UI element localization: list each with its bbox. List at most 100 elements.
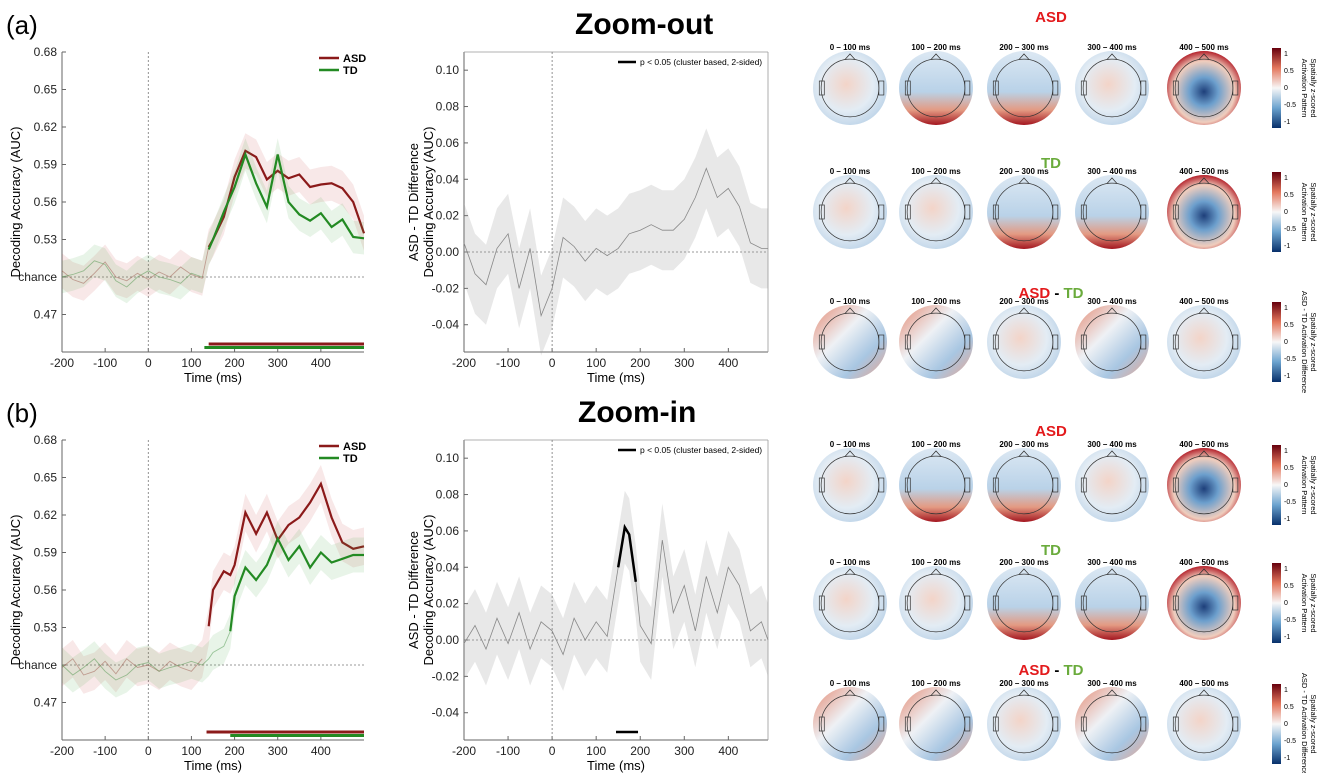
y-tick-label: 0.68 <box>34 45 58 59</box>
x-tick-label: -100 <box>93 744 117 758</box>
right-ear-outline <box>1140 477 1147 493</box>
y-tick-label: 0.06 <box>436 524 460 538</box>
left-ear-outline <box>1080 334 1087 350</box>
left-ear-outline <box>1172 334 1179 350</box>
colorbar-tick-label: -1 <box>1284 516 1290 523</box>
topo-time-label: 400 – 500 ms <box>1179 167 1229 176</box>
y-tick-label: 0.59 <box>34 546 58 560</box>
y-tick-label: 0.47 <box>34 696 58 710</box>
x-tick-label: -200 <box>50 744 74 758</box>
x-tick-label: 200 <box>630 356 650 370</box>
y-tick-label: 0.00 <box>436 245 460 259</box>
topomap <box>1075 448 1149 522</box>
x-tick-label: 100 <box>181 356 201 370</box>
colorbar <box>1272 684 1281 764</box>
topography-grid-b: ASD 0 – 100 ms 100 – 200 ms 200 – 300 ms 300… <box>813 423 1318 773</box>
x-tick-label: 400 <box>311 744 331 758</box>
nose-outline <box>1106 177 1118 184</box>
right-ear-outline <box>1140 595 1147 611</box>
topo-group-title: ASD <box>1035 423 1067 440</box>
colorbar-tick-label: 1 <box>1284 448 1288 455</box>
y-tick-label: 0.02 <box>436 209 460 223</box>
difference-line <box>463 167 768 318</box>
y-tick-label: 0.59 <box>34 158 58 172</box>
y-tick-label: 0.68 <box>34 433 58 447</box>
series-line-pre-onset <box>61 260 203 288</box>
right-ear-outline <box>1232 595 1239 611</box>
series-line-td <box>207 151 365 250</box>
right-ear-outline <box>878 204 885 220</box>
x-tick-label: -100 <box>496 356 520 370</box>
left-ear-outline <box>904 80 911 96</box>
panel-title-a: Zoom-out <box>575 8 714 41</box>
colorbar-label: Activation Pattern <box>1300 59 1309 118</box>
left-ear-outline <box>818 716 825 732</box>
legend-label: p < 0.05 (cluster based, 2-sided) <box>640 445 762 455</box>
topography-grid-a: ASD 0 – 100 ms 100 – 200 ms 200 – 300 ms 300… <box>813 9 1318 393</box>
colorbar <box>1272 302 1281 382</box>
nose-outline <box>1106 53 1118 60</box>
topo-time-label: 300 – 400 ms <box>1087 43 1137 52</box>
y-tick-label: 0.65 <box>34 471 58 485</box>
right-ear-outline <box>1140 716 1147 732</box>
y-tick-label: -0.04 <box>432 318 460 332</box>
topo-time-label: 200 – 300 ms <box>999 43 1049 52</box>
colorbar-tick-label: 0 <box>1284 482 1288 489</box>
nose-outline <box>844 450 856 457</box>
nose-outline <box>1018 53 1030 60</box>
topo-time-label: 0 – 100 ms <box>830 440 871 449</box>
topo-time-label: 200 – 300 ms <box>999 297 1049 306</box>
x-tick-label: 100 <box>181 744 201 758</box>
left-ear-outline <box>1172 477 1179 493</box>
topo-time-label: 0 – 100 ms <box>830 297 871 306</box>
y-tick-label: 0.62 <box>34 508 58 522</box>
x-axis-label: Time (ms) <box>184 370 242 385</box>
left-ear-outline <box>1172 595 1179 611</box>
colorbar-tick-label: 0 <box>1284 339 1288 346</box>
series-line-pre-onset <box>61 246 210 284</box>
colorbar-tick-label: -0.5 <box>1284 226 1296 233</box>
colorbar-tick-label: -1 <box>1284 373 1290 380</box>
right-ear-outline <box>878 334 885 350</box>
topo-time-label: 300 – 400 ms <box>1087 679 1137 688</box>
decoding-chart-b: -200 -100 0 100 200 300 400 0.47 chance 0.53 0.56 0… <box>8 433 366 773</box>
topo-time-label: 400 – 500 ms <box>1179 558 1229 567</box>
topo-time-label: 400 – 500 ms <box>1179 440 1229 449</box>
colorbar-label: Activation Pattern <box>1300 183 1309 242</box>
right-ear-outline <box>1232 80 1239 96</box>
x-tick-label: 300 <box>674 744 694 758</box>
nose-outline <box>844 689 856 696</box>
nose-outline <box>844 568 856 575</box>
nose-outline <box>1198 689 1210 696</box>
topomap <box>987 175 1061 249</box>
panel-title-b: Zoom-in <box>578 396 697 429</box>
colorbar-label: Spatially z-scored <box>1309 455 1318 514</box>
topomap <box>813 305 887 379</box>
y-axis-label: Decoding Accuracy (AUC) <box>8 515 23 666</box>
x-tick-label: 300 <box>268 744 288 758</box>
legend-label: TD <box>343 453 358 465</box>
right-ear-outline <box>1232 477 1239 493</box>
y-tick-label: 0.10 <box>436 63 460 77</box>
right-ear-outline <box>878 80 885 96</box>
right-ear-outline <box>1052 204 1059 220</box>
series-line-pre-onset <box>61 658 203 676</box>
y-axis-label: ASD - TD Difference <box>406 143 421 261</box>
x-tick-label: -200 <box>50 356 74 370</box>
topo-group-title: ASD - TD <box>1018 285 1083 302</box>
colorbar-tick-label: -0.5 <box>1284 617 1296 624</box>
colorbar-tick-label: 0.5 <box>1284 192 1294 199</box>
topo-time-label: 400 – 500 ms <box>1179 297 1229 306</box>
y-tick-label: -0.04 <box>432 706 460 720</box>
colorbar <box>1272 172 1281 252</box>
nose-outline <box>1198 307 1210 314</box>
left-ear-outline <box>992 204 999 220</box>
y-axis-label: ASD - TD Difference <box>406 531 421 649</box>
left-ear-outline <box>904 477 911 493</box>
topo-group-title: TD <box>1041 542 1061 559</box>
y-axis-label: Decoding Accuracy (AUC) <box>421 127 436 278</box>
right-ear-outline <box>964 716 971 732</box>
topomap <box>899 687 973 761</box>
nose-outline <box>1018 568 1030 575</box>
topo-time-label: 300 – 400 ms <box>1087 558 1137 567</box>
